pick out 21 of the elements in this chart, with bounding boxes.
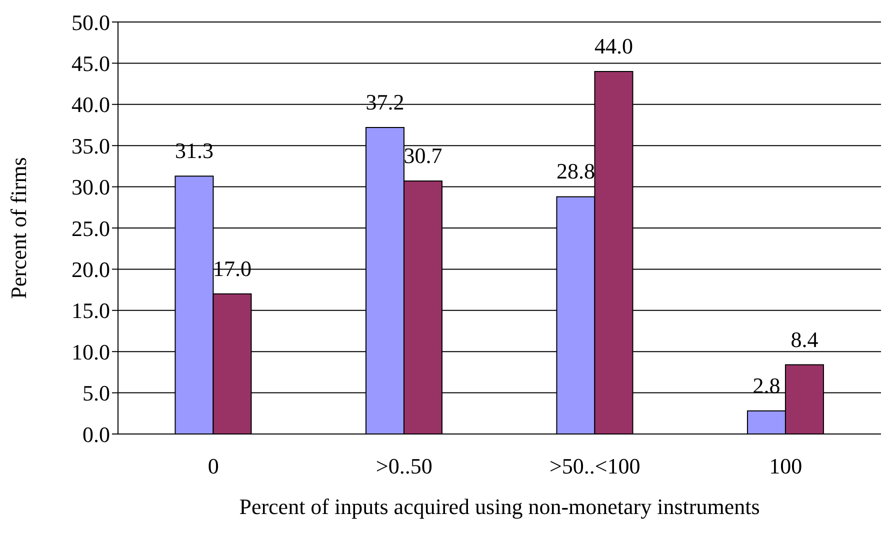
y-tick-label: 5.0 bbox=[82, 380, 110, 406]
y-tick-label: 50.0 bbox=[72, 10, 110, 35]
data-label: 8.4 bbox=[790, 326, 818, 352]
x-tick-label: 0 bbox=[208, 454, 219, 479]
y-tick-label: 35.0 bbox=[72, 133, 110, 158]
y-tick-label: 45.0 bbox=[72, 51, 110, 76]
x-axis-title: Percent of inputs acquired using non-monetary instruments bbox=[239, 494, 760, 519]
y-tick-label: 10.0 bbox=[72, 339, 110, 364]
y-tick-label: 40.0 bbox=[72, 92, 110, 118]
y-axis-title: Percent of firms bbox=[6, 157, 31, 299]
x-tick-label: 100 bbox=[769, 454, 802, 479]
data-label: 30.7 bbox=[404, 143, 442, 168]
y-tick-label: 25.0 bbox=[72, 216, 110, 241]
y-tick-label: 20.0 bbox=[72, 257, 110, 282]
data-label: 44.0 bbox=[594, 33, 633, 58]
x-tick-label: >0..50 bbox=[376, 454, 432, 479]
y-tick-label: 0.0 bbox=[82, 422, 110, 447]
data-label: 31.3 bbox=[174, 138, 214, 164]
y-tick-label: 15.0 bbox=[72, 298, 110, 324]
x-tick-label: >50..<100 bbox=[549, 454, 640, 479]
y-tick-label: 30.0 bbox=[72, 174, 110, 200]
